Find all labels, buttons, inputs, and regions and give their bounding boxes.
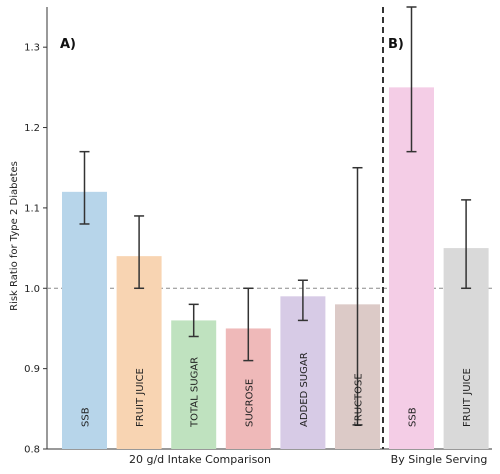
- bar-label: FRUCTOSE: [354, 373, 365, 427]
- bar-ssb: [62, 191, 107, 449]
- bar-label: FRUIT JUICE: [135, 368, 146, 427]
- bar-label: TOTAL SUGAR: [190, 357, 201, 428]
- group-label: 20 g/d Intake Comparison: [129, 453, 271, 466]
- y-tick-label: 1.3: [24, 43, 40, 54]
- bar-label: SUCROSE: [244, 379, 255, 427]
- y-axis-title: Risk Ratio for Type 2 Diabetes: [9, 161, 20, 311]
- bar-label: SSB: [408, 407, 419, 427]
- bar-label: SSB: [81, 407, 92, 427]
- bar-label: ADDED SUGAR: [299, 352, 310, 427]
- y-tick-label: 0.8: [24, 445, 40, 456]
- bar-label: FRUIT JUICE: [462, 368, 473, 427]
- y-tick-label: 1.1: [24, 203, 40, 214]
- panel-label: A): [60, 37, 76, 52]
- y-tick-label: 0.9: [24, 364, 40, 375]
- y-tick-label: 1.0: [24, 284, 40, 295]
- bar-total-sugar: [171, 320, 217, 449]
- bar-added-sugar: [280, 296, 326, 449]
- panel-label: B): [388, 37, 404, 52]
- group-label: By Single Serving: [391, 453, 488, 466]
- y-tick-label: 1.2: [24, 123, 40, 134]
